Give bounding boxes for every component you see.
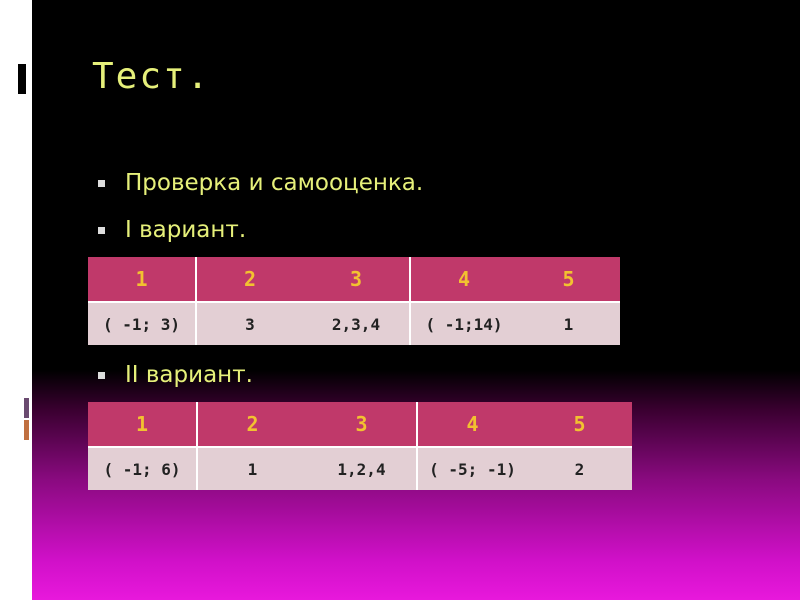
answer-cell: ( -1; 6) bbox=[88, 446, 197, 490]
answer-cell: 2 bbox=[527, 446, 632, 490]
bullet-icon bbox=[98, 226, 105, 234]
header-cell: 1 bbox=[88, 402, 197, 447]
variant-1-table: 1 2 3 4 5 ( -1; 3) 3 2,3,4 ( -1;14) 1 bbox=[88, 257, 620, 345]
answer-cell: ( -5; -1) bbox=[416, 446, 527, 490]
slide-title: Тест. bbox=[92, 56, 211, 97]
header-cell: 4 bbox=[409, 257, 517, 302]
answer-cell: 1 bbox=[196, 446, 307, 490]
bullet-icon bbox=[98, 179, 105, 187]
bullet-item: II вариант. bbox=[98, 362, 253, 388]
bullet-text: II вариант. bbox=[125, 362, 253, 388]
bullet-item: I вариант. bbox=[98, 217, 246, 243]
answer-cell: 2,3,4 bbox=[303, 301, 410, 345]
edge-decoration bbox=[24, 420, 29, 440]
answer-cell: 3 bbox=[195, 301, 303, 345]
bullet-icon bbox=[98, 371, 105, 379]
header-cell: 4 bbox=[416, 402, 527, 447]
bullet-text: Проверка и самооценка. bbox=[125, 170, 424, 196]
table-header-row: 1 2 3 4 5 bbox=[88, 402, 632, 447]
answer-cell: 1,2,4 bbox=[307, 446, 417, 490]
header-cell: 2 bbox=[195, 257, 303, 302]
table-row: ( -1; 3) 3 2,3,4 ( -1;14) 1 bbox=[88, 301, 620, 345]
table-row: ( -1; 6) 1 1,2,4 ( -5; -1) 2 bbox=[88, 446, 632, 490]
edge-decoration bbox=[24, 398, 29, 418]
bullet-text: I вариант. bbox=[125, 217, 247, 243]
header-cell: 5 bbox=[517, 257, 620, 302]
answer-cell: ( -1; 3) bbox=[88, 301, 196, 345]
header-cell: 1 bbox=[88, 257, 196, 302]
header-cell: 3 bbox=[307, 402, 417, 447]
variant-2-table: 1 2 3 4 5 ( -1; 6) 1 1,2,4 ( -5; -1) 2 bbox=[88, 402, 632, 490]
left-edge-mark bbox=[18, 64, 26, 94]
answer-cell: ( -1;14) bbox=[409, 301, 517, 345]
bullet-item: Проверка и самооценка. bbox=[98, 170, 423, 196]
header-cell: 3 bbox=[303, 257, 410, 302]
table-header-row: 1 2 3 4 5 bbox=[88, 257, 620, 302]
answer-cell: 1 bbox=[517, 301, 620, 345]
header-cell: 5 bbox=[527, 402, 632, 447]
header-cell: 2 bbox=[196, 402, 307, 447]
